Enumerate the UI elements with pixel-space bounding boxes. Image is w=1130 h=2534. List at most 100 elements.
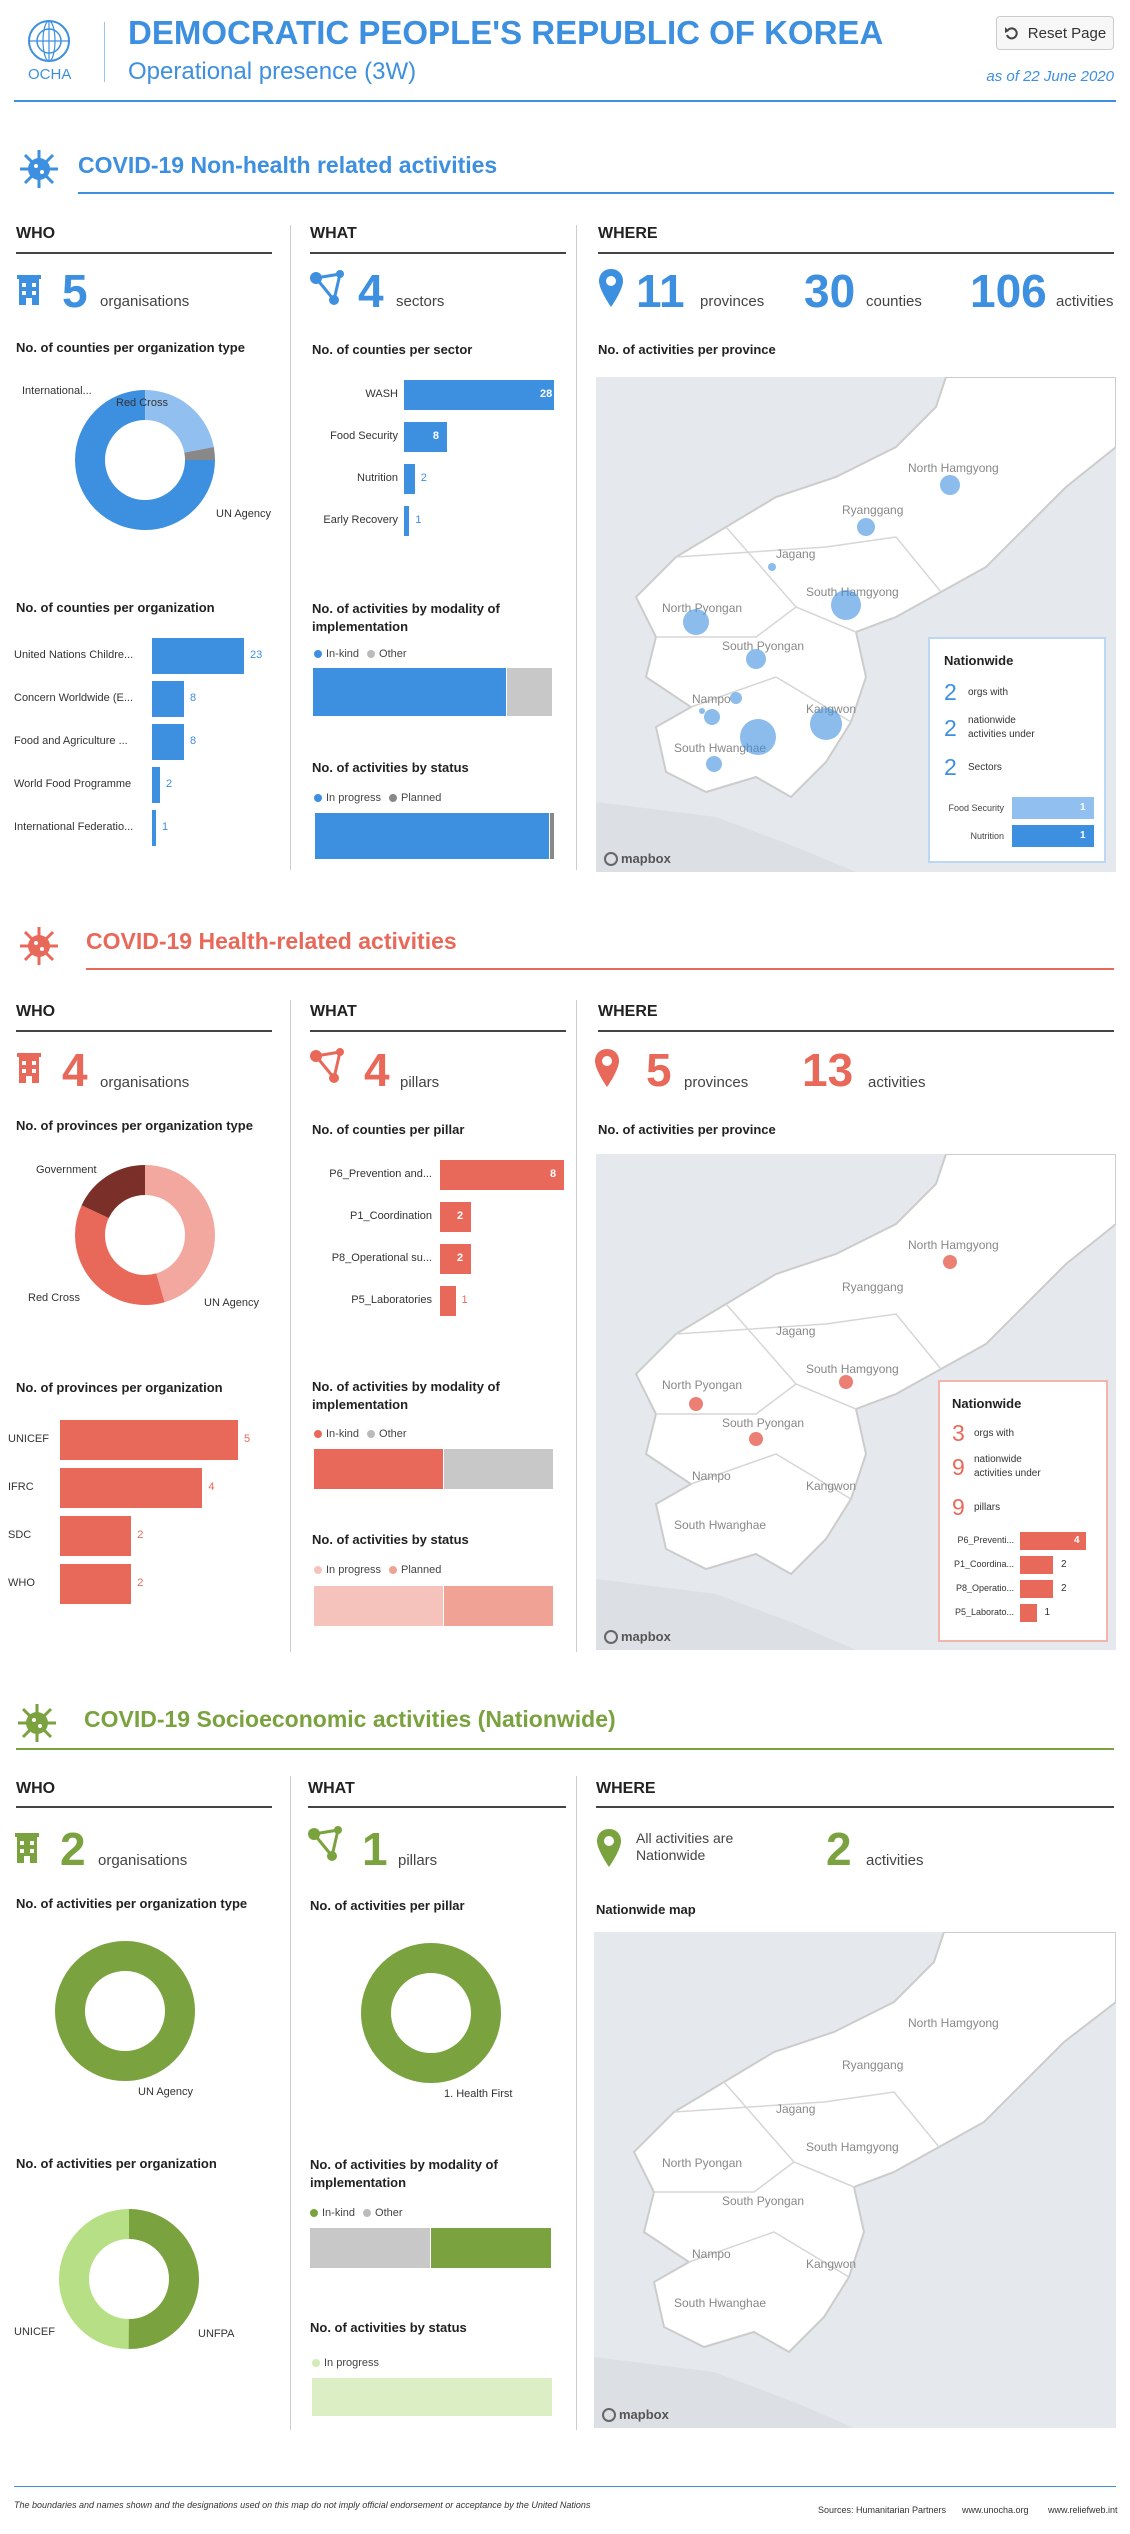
activity-count-unit: activities <box>1056 293 1114 310</box>
modality-bar[interactable] <box>313 668 553 716</box>
pillar-count-unit: pillars <box>400 1074 440 1091</box>
where-heading: WHERE <box>596 1780 656 1797</box>
stack-segment[interactable] <box>550 813 554 859</box>
nationwide-pillars-label: pillars <box>974 1502 1001 1513</box>
reset-icon <box>1004 27 1018 40</box>
bar[interactable] <box>152 724 184 760</box>
bar[interactable] <box>404 506 410 536</box>
nationwide-pillars: 9 <box>952 1494 965 1520</box>
bar-value: 4 <box>208 1481 215 1493</box>
bar[interactable] <box>60 1420 238 1460</box>
bar[interactable] <box>1020 1532 1086 1550</box>
stack-segment[interactable] <box>507 668 552 716</box>
province-label: Jagang <box>776 547 816 561</box>
stack-segment[interactable] <box>310 2228 430 2268</box>
report-date: as of 22 June 2020 <box>986 68 1114 85</box>
bar[interactable] <box>152 810 156 846</box>
legend-inprogress: In progress <box>324 2357 380 2369</box>
who-heading: WHO <box>16 1780 56 1797</box>
footer-link-reliefweb[interactable]: www.reliefweb.int <box>1048 2505 1118 2515</box>
stack-segment[interactable] <box>443 1586 553 1626</box>
legend-inprogress: In progress <box>326 1564 382 1576</box>
share-network-icon <box>308 1826 342 1861</box>
province-label: North Pyongan <box>662 601 743 615</box>
stack-segment[interactable] <box>431 2228 551 2268</box>
building-icon <box>17 275 41 305</box>
bar[interactable] <box>60 1564 132 1604</box>
stack-segment[interactable] <box>314 1449 443 1489</box>
section-rule <box>86 968 1114 970</box>
bar[interactable] <box>440 1244 471 1274</box>
bar-label: P8_Operatio... <box>955 1583 1014 1593</box>
bar-label: SDC <box>8 1529 32 1541</box>
org-donut[interactable] <box>54 2204 204 2354</box>
nationwide-bar-label: Nutrition <box>970 831 1004 841</box>
bar[interactable] <box>1020 1580 1053 1598</box>
pillar-donut[interactable] <box>356 1938 506 2088</box>
bar[interactable] <box>60 1516 132 1556</box>
bar[interactable] <box>152 681 184 717</box>
modality-bar[interactable] <box>314 1449 554 1489</box>
reset-page-button[interactable]: Reset Page <box>996 16 1114 50</box>
province-label: South Hamgyong <box>806 1362 899 1376</box>
donut-label-unagency: UN Agency <box>204 1297 260 1309</box>
bar[interactable] <box>1020 1556 1053 1574</box>
nationwide-acts-label2: activities under <box>968 729 1035 740</box>
legend-inkind: In-kind <box>326 648 360 660</box>
stack-segment[interactable] <box>315 813 550 859</box>
status-legend: In progress Planned <box>314 792 441 804</box>
org-type-donut[interactable] <box>70 385 220 535</box>
bar-title: No. of provinces per organization <box>16 1380 223 1395</box>
status-bar[interactable] <box>315 813 555 859</box>
nationwide-acts-label1: nationwide <box>968 715 1016 726</box>
nationwide-acts: 9 <box>952 1454 965 1480</box>
section-title: COVID-19 Socioeconomic activities (Natio… <box>84 1706 616 1732</box>
mapbox-logo[interactable]: mapbox <box>602 2407 669 2422</box>
province-map[interactable]: North Hamgyong Ryanggang Jagang South Ha… <box>596 377 1116 872</box>
bar-label: IFRC <box>8 1481 34 1493</box>
bar[interactable] <box>152 767 160 803</box>
nationwide-bar[interactable] <box>1012 797 1094 819</box>
org-type-donut[interactable] <box>50 1936 200 2086</box>
mapbox-logo[interactable]: mapbox <box>604 1629 671 1644</box>
modality-legend: In-kind Other <box>314 648 407 660</box>
modality-bar[interactable] <box>310 2228 552 2268</box>
nationwide-bar-value: 1 <box>1080 802 1086 813</box>
donut2-title: No. of activities per organization <box>16 2156 217 2171</box>
bar[interactable] <box>404 380 554 410</box>
footer-link-unocha[interactable]: www.unocha.org <box>962 2505 1029 2515</box>
province-map[interactable]: North Hamgyong Ryanggang Jagang South Ha… <box>596 1154 1116 1650</box>
org-count-unit: organisations <box>98 1852 188 1869</box>
pillar-count-unit: pillars <box>398 1852 438 1869</box>
county-count-unit: counties <box>866 293 922 310</box>
province-map[interactable]: North Hamgyong Ryanggang Jagang South Ha… <box>594 1932 1116 2428</box>
province-count: 5 <box>646 1044 672 1096</box>
donut-label-unicef: UNICEF <box>14 2326 55 2338</box>
stack-segment[interactable] <box>443 1449 553 1489</box>
bar-label: Food and Agriculture ... <box>14 735 128 747</box>
status-bar[interactable] <box>312 2378 552 2416</box>
stack-segment[interactable] <box>314 1586 443 1626</box>
bar[interactable] <box>440 1286 456 1316</box>
org-type-donut[interactable] <box>70 1160 220 1310</box>
nationwide-sectors: 2 <box>944 754 957 780</box>
footer-disclaimer: The boundaries and names shown and the d… <box>14 2500 591 2510</box>
bar[interactable] <box>440 1160 564 1190</box>
bar[interactable] <box>1020 1604 1037 1622</box>
header-divider <box>104 22 105 82</box>
nationwide-bar[interactable] <box>1012 825 1094 847</box>
mapbox-logo[interactable]: mapbox <box>604 851 671 866</box>
bar-value: 1 <box>1044 1607 1051 1618</box>
status-bar[interactable] <box>314 1586 554 1626</box>
bar[interactable] <box>60 1468 203 1508</box>
donut-title: No. of provinces per organization type <box>16 1118 253 1133</box>
stack-segment[interactable] <box>313 668 507 716</box>
bar[interactable] <box>152 638 244 674</box>
bar[interactable] <box>404 422 447 452</box>
bar[interactable] <box>440 1202 471 1232</box>
modality-title: No. of activities by modality of impleme… <box>312 601 500 635</box>
bar[interactable] <box>404 464 415 494</box>
activity-bubbles <box>689 1255 957 1446</box>
bar-value: 8 <box>432 430 439 442</box>
bar-value: 8 <box>550 1168 557 1180</box>
